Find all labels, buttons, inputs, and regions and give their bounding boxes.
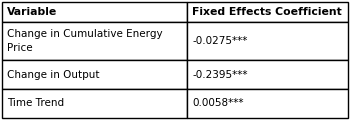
Bar bbox=[187, 2, 348, 22]
Text: Time Trend: Time Trend bbox=[7, 99, 64, 108]
Text: -0.0275***: -0.0275*** bbox=[192, 36, 247, 46]
Bar bbox=[187, 89, 348, 118]
Bar bbox=[2, 89, 187, 118]
Bar bbox=[2, 60, 187, 89]
Text: Change in Cumulative Energy: Change in Cumulative Energy bbox=[7, 29, 163, 39]
Text: Price: Price bbox=[7, 43, 33, 53]
Text: Fixed Effects Coefficient: Fixed Effects Coefficient bbox=[192, 7, 342, 17]
Bar bbox=[187, 60, 348, 89]
Text: 0.0058***: 0.0058*** bbox=[192, 99, 244, 108]
Bar bbox=[2, 22, 187, 60]
Bar bbox=[2, 2, 187, 22]
Text: Change in Output: Change in Output bbox=[7, 69, 99, 79]
Text: -0.2395***: -0.2395*** bbox=[192, 69, 247, 79]
Text: Variable: Variable bbox=[7, 7, 57, 17]
Bar bbox=[187, 22, 348, 60]
